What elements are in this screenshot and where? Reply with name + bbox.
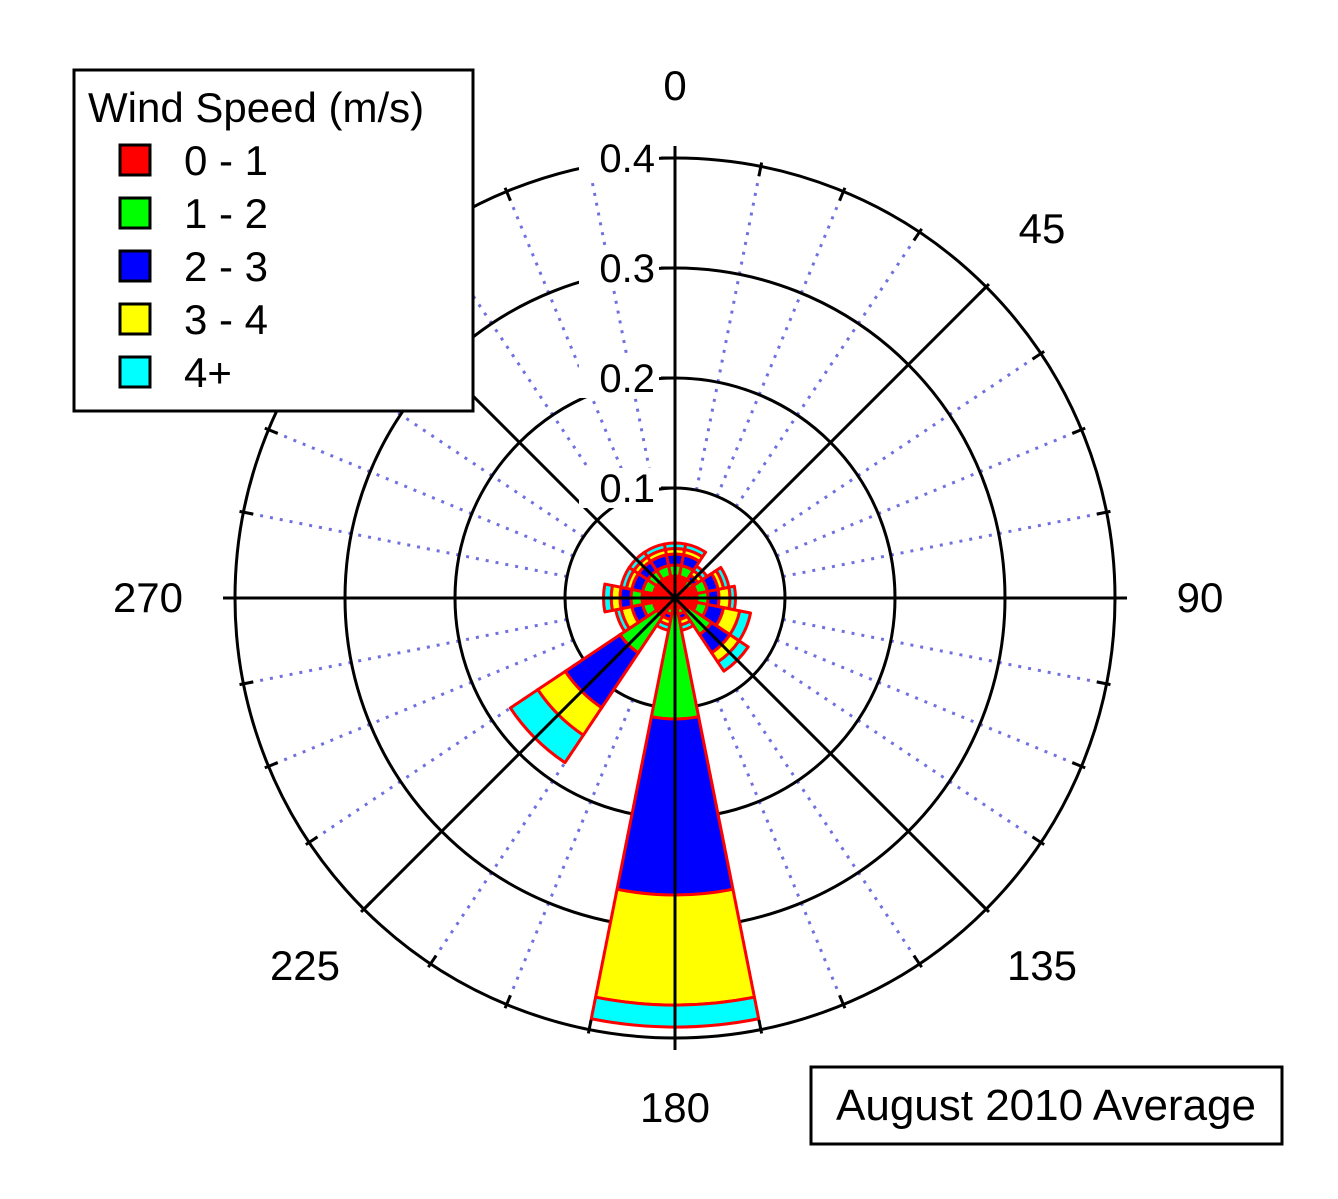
minor-spoke (734, 231, 921, 508)
annotation-frame (809, 1065, 1284, 1146)
outer-tick (1071, 761, 1086, 770)
legend-box (72, 68, 475, 413)
angle-label: 90 (1177, 574, 1224, 621)
legend-swatch (118, 249, 152, 283)
outer-tick (838, 994, 847, 1009)
outer-tick (264, 426, 279, 435)
outer-tick (757, 1019, 764, 1034)
outer-tick (427, 954, 438, 969)
outer-tick (912, 954, 923, 969)
major-spoke (362, 596, 677, 911)
outer-tick (912, 227, 923, 242)
radial-tick-label: 0.4 (599, 137, 655, 181)
outer-tick (1071, 426, 1086, 435)
outer-tick (586, 1019, 593, 1034)
minor-spoke (243, 617, 568, 686)
outer-tick (1031, 835, 1046, 846)
radial-label-bg (579, 468, 659, 508)
minor-spoke (765, 657, 1042, 844)
legend-swatch (118, 143, 152, 177)
outer-tick (1096, 680, 1111, 687)
radial-tick-label: 0.3 (599, 247, 655, 291)
major-spoke (673, 596, 988, 911)
minor-spoke (587, 166, 656, 491)
angle-label: 270 (113, 574, 183, 621)
radial-label-bg (579, 358, 659, 398)
outer-tick (503, 187, 512, 202)
minor-spoke (782, 510, 1107, 579)
outer-tick (977, 282, 991, 296)
legend-swatch (118, 355, 152, 389)
annotation-box: August 2010 Average (809, 1065, 1284, 1146)
axis-labels: 0.1 0.2 0.3 0.40 45 90 135 180 225 270 (113, 62, 1223, 1131)
minor-spoke (782, 617, 1107, 686)
angle-label: 45 (1019, 205, 1066, 252)
legend: Wind Speed (m/s) 0 - 1 1 - 2 2 - 3 3 - 4 4+ (72, 68, 475, 413)
wind-sector-segment (683, 542, 708, 559)
minor-spoke (694, 166, 763, 491)
outer-tick (757, 162, 764, 177)
radial-label-bg (579, 248, 659, 288)
wind-sector-segment (642, 542, 667, 559)
radial-tick-label: 0.1 (599, 467, 655, 511)
major-spoke (673, 285, 988, 600)
angle-label: 0 (663, 62, 686, 109)
angle-label: 180 (640, 1084, 710, 1131)
legend-swatch (118, 302, 152, 336)
polar-axes (223, 146, 1127, 1050)
outer-tick (304, 835, 319, 846)
outer-tick (1096, 509, 1111, 516)
minor-spoke (243, 510, 568, 579)
wind-sectors (508, 541, 761, 1029)
legend-label: 4+ (184, 349, 232, 396)
outer-tick (239, 509, 254, 516)
angle-label: 225 (270, 942, 340, 989)
angle-label: 135 (1007, 942, 1077, 989)
legend-label: 3 - 4 (184, 296, 268, 343)
legend-label: 2 - 3 (184, 243, 268, 290)
outer-tick (239, 680, 254, 687)
minor-spoke (734, 688, 921, 965)
radial-tick-label: 0.2 (599, 357, 655, 401)
outer-tick (838, 187, 847, 202)
legend-label: 1 - 2 (184, 190, 268, 237)
legend-swatch (118, 196, 152, 230)
minor-spoke (765, 352, 1042, 539)
radial-label-bg (579, 138, 659, 178)
legend-title: Wind Speed (m/s) (88, 84, 424, 131)
outer-tick (359, 900, 373, 914)
outer-tick (264, 761, 279, 770)
outer-tick (1031, 350, 1046, 361)
annotation-text: August 2010 Average (836, 1081, 1256, 1130)
legend-label: 0 - 1 (184, 137, 268, 184)
outer-tick (503, 994, 512, 1009)
outer-tick (977, 900, 991, 914)
